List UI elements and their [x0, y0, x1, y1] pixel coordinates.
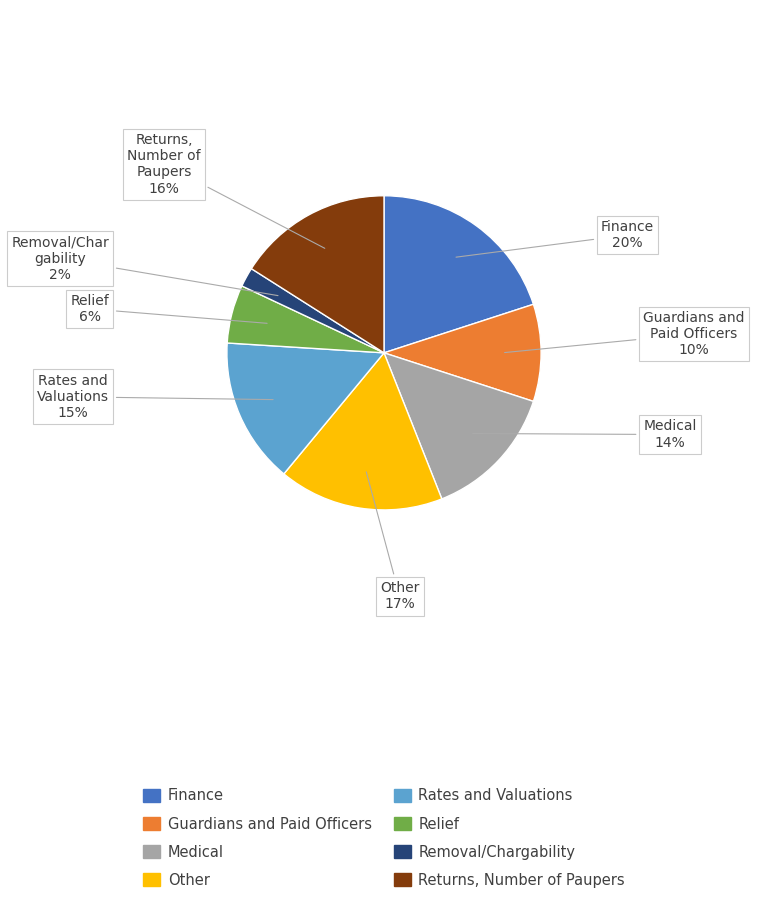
Text: Finance
20%: Finance 20%: [456, 220, 654, 258]
Text: Other
17%: Other 17%: [366, 472, 419, 612]
Text: Rates and
Valuations
15%: Rates and Valuations 15%: [37, 374, 273, 420]
Wedge shape: [384, 353, 534, 499]
Text: Medical
14%: Medical 14%: [472, 420, 697, 450]
Wedge shape: [284, 353, 442, 510]
Text: Returns,
Number of
Paupers
16%: Returns, Number of Paupers 16%: [127, 133, 325, 248]
Wedge shape: [384, 196, 534, 353]
Wedge shape: [227, 343, 384, 474]
Wedge shape: [384, 304, 541, 401]
Text: Relief
6%: Relief 6%: [71, 294, 267, 324]
Wedge shape: [251, 196, 384, 353]
Text: Removal/Char
gability
2%: Removal/Char gability 2%: [12, 236, 278, 296]
Wedge shape: [227, 286, 384, 353]
Wedge shape: [242, 268, 384, 353]
Legend: Finance, Guardians and Paid Officers, Medical, Other, Rates and Valuations, Reli: Finance, Guardians and Paid Officers, Me…: [137, 783, 631, 894]
Text: Guardians and
Paid Officers
10%: Guardians and Paid Officers 10%: [505, 311, 745, 358]
